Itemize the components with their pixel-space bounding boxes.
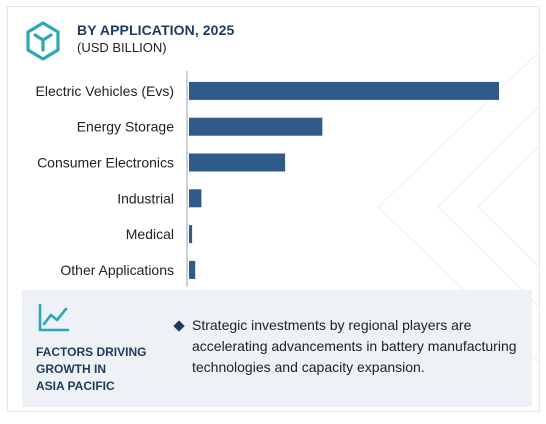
bar xyxy=(189,81,499,100)
bar xyxy=(189,189,202,208)
factors-heading: FACTORS DRIVING GROWTH IN ASIA PACIFIC xyxy=(36,344,166,395)
chart-title: BY APPLICATION, 2025 xyxy=(77,22,235,38)
chart-subtitle: (USD BILLION) xyxy=(77,40,167,55)
category-label: Electric Vehicles (Evs) xyxy=(36,83,174,99)
factor-bullet-text: Strategic investments by regional player… xyxy=(192,317,517,375)
chart-card: BY APPLICATION, 2025 (USD BILLION) Elect… xyxy=(7,6,540,412)
bullet-diamond-icon xyxy=(173,320,185,332)
category-label: Other Applications xyxy=(60,262,174,278)
bar xyxy=(189,117,323,136)
bar xyxy=(189,260,196,279)
category-label: Consumer Electronics xyxy=(37,155,174,171)
bar xyxy=(189,225,193,244)
cube-logo-icon xyxy=(26,21,60,61)
factors-heading-text: FACTORS DRIVING GROWTH IN ASIA PACIFIC xyxy=(36,345,147,393)
category-label: Energy Storage xyxy=(77,119,174,135)
factors-panel: FACTORS DRIVING GROWTH IN ASIA PACIFIC S… xyxy=(22,290,532,407)
bar xyxy=(189,153,286,172)
category-label: Industrial xyxy=(117,190,174,206)
trend-line-icon xyxy=(38,303,70,332)
bar-chart: Electric Vehicles (Evs) Energy Storage Con… xyxy=(36,71,499,287)
category-label: Medical xyxy=(126,226,174,242)
